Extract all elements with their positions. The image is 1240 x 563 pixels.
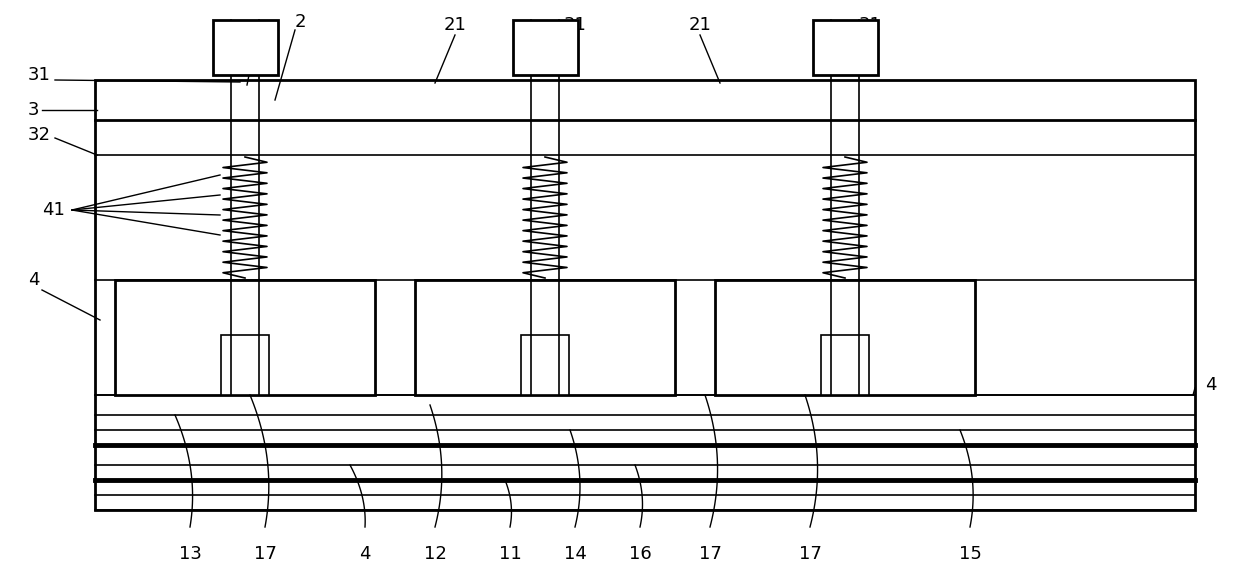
Text: 31: 31: [858, 16, 882, 34]
Text: 4: 4: [360, 545, 371, 563]
Text: 21: 21: [444, 16, 466, 34]
Text: 15: 15: [959, 545, 981, 563]
Text: 4: 4: [1205, 376, 1216, 394]
Text: 2: 2: [294, 13, 306, 31]
Bar: [95, 80, 1195, 510]
Bar: [415, 280, 675, 395]
Text: 32: 32: [29, 126, 51, 144]
Text: 17: 17: [253, 545, 277, 563]
Text: 41: 41: [42, 201, 64, 219]
Text: 31: 31: [563, 16, 587, 34]
Text: 11: 11: [498, 545, 521, 563]
Bar: [821, 335, 869, 395]
Text: 3: 3: [29, 101, 40, 119]
Text: 31: 31: [29, 66, 51, 84]
Text: 4: 4: [29, 271, 40, 289]
Bar: [221, 335, 269, 395]
Bar: [521, 335, 569, 395]
Text: 17: 17: [799, 545, 821, 563]
Bar: [813, 20, 878, 75]
Text: 22: 22: [248, 19, 272, 37]
Text: 12: 12: [424, 545, 446, 563]
Bar: [715, 280, 975, 395]
Text: 14: 14: [563, 545, 587, 563]
Text: 21: 21: [688, 16, 712, 34]
Bar: [513, 20, 578, 75]
Bar: [213, 20, 278, 75]
Text: 13: 13: [179, 545, 201, 563]
Bar: [115, 280, 374, 395]
Text: 17: 17: [698, 545, 722, 563]
Text: 16: 16: [629, 545, 651, 563]
